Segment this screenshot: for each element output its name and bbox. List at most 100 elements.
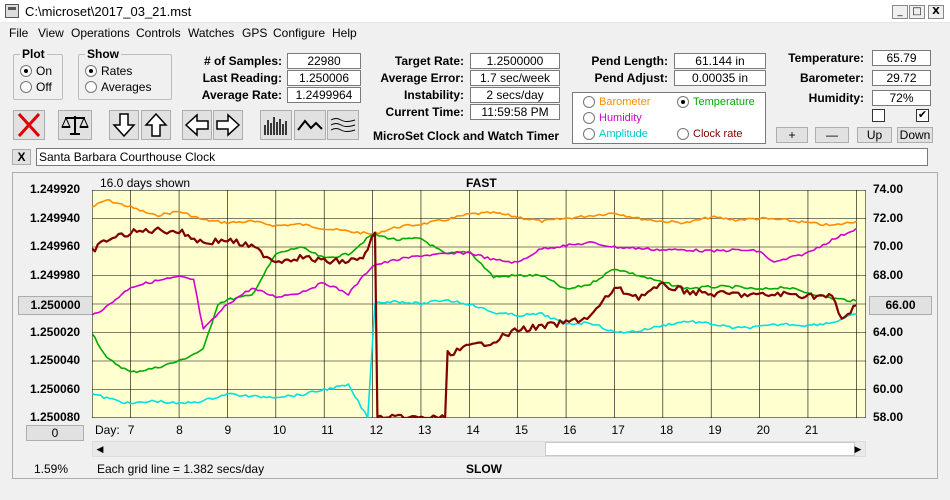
right-axis-tick: 64.00 (873, 324, 904, 339)
series-line-clock-rate (92, 226, 857, 418)
legend-clock-rate[interactable]: Clock rate (677, 128, 743, 140)
samples-value: 22980 (287, 53, 361, 69)
radio-dot (20, 81, 32, 93)
menu-view[interactable]: View (38, 26, 64, 40)
series-legend: Barometer Temperature Humidity Amplitude… (572, 92, 766, 144)
maximize-button[interactable]: □ (909, 5, 925, 19)
last-reading-value: 1.250006 (287, 70, 361, 86)
scroll-down-button[interactable]: Down (897, 127, 933, 143)
barometer-label: Barometer: (799, 71, 864, 85)
legend-barometer-label: Barometer (599, 96, 651, 108)
multi-line-icon (330, 118, 356, 132)
series-line-humidity (92, 227, 857, 330)
menu-gps[interactable]: GPS (242, 26, 268, 40)
day-label: 21 (804, 423, 819, 437)
radio-dot (85, 81, 97, 93)
arrow-down-icon (112, 113, 136, 138)
instability-label: Instability: (403, 88, 464, 102)
balance-scale-icon (61, 116, 89, 135)
scroll-left-arrow-icon[interactable]: ◀ (96, 444, 104, 454)
menu-file[interactable]: File (9, 26, 29, 40)
target-rate-label: Target Rate: (394, 54, 464, 68)
days-shown-label: 16.0 days shown (100, 176, 191, 190)
radio-dot (583, 128, 595, 140)
menu-configure[interactable]: Configure (273, 26, 326, 40)
offset-button[interactable]: 0 (26, 425, 84, 441)
minimize-button[interactable]: _ (892, 5, 908, 19)
radio-dot (583, 96, 595, 108)
average-error-value: 1.7 sec/week (470, 70, 560, 86)
scroll-up-button[interactable]: Up (857, 127, 892, 143)
plot-off-radio[interactable]: Off (20, 80, 52, 94)
arrow-right-button[interactable] (213, 110, 243, 140)
left-checkbox[interactable] (872, 109, 885, 122)
menu-controls[interactable]: Controls (136, 26, 181, 40)
radio-dot (677, 96, 689, 108)
clear-data-button[interactable] (13, 110, 45, 140)
menu-operations[interactable]: Operations (71, 26, 130, 40)
arrow-left-button[interactable] (182, 110, 212, 140)
histogram-button[interactable] (260, 110, 292, 140)
line-graph-icon (297, 119, 323, 131)
legend-humidity[interactable]: Humidity (583, 112, 642, 124)
line-view-button[interactable] (294, 110, 326, 140)
center-rate-button[interactable]: 1.250000 (18, 296, 93, 315)
right-axis-tick: 62.00 (873, 353, 904, 367)
close-button[interactable]: X (928, 5, 944, 19)
day-label: 8 (176, 423, 183, 437)
radio-dot (85, 65, 97, 77)
legend-clock-rate-label: Clock rate (693, 128, 743, 140)
plot-on-radio[interactable]: On (20, 64, 52, 78)
zoom-out-button[interactable]: — (815, 127, 849, 143)
barometer-value: 29.72 (872, 70, 931, 86)
plot-on-label: On (36, 64, 53, 78)
arrow-up-button[interactable] (141, 110, 171, 140)
left-axis-tick: 1.249980 (30, 267, 81, 282)
right-axis-tick: 70.00 (873, 239, 904, 253)
current-time-value: 11:59:58 PM (470, 104, 560, 120)
legend-amplitude[interactable]: Amplitude (583, 128, 648, 140)
menu-bar: File View Operations Controls Watches GP… (0, 23, 950, 43)
legend-temperature-label: Temperature (693, 96, 755, 108)
left-axis-tick: 1.249960 (30, 239, 81, 253)
grid-note: Each grid line = 1.382 secs/day (97, 462, 265, 476)
menu-help[interactable]: Help (332, 26, 357, 40)
right-axis-tick: 60.00 (873, 381, 904, 396)
show-averages-radio[interactable]: Averages (85, 80, 151, 94)
scroll-right-arrow-icon[interactable]: ▶ (854, 444, 862, 454)
average-rate-value: 1.2499964 (287, 87, 361, 103)
multi-line-view-button[interactable] (327, 110, 359, 140)
window-title: C:\microset\2017_03_21.mst (25, 4, 192, 19)
arrow-right-icon (216, 113, 241, 137)
show-rates-label: Rates (101, 64, 133, 78)
current-time-label: Current Time: (385, 105, 464, 119)
samples-label: # of Samples: (203, 54, 282, 68)
humidity-value: 72% (872, 90, 931, 106)
legend-temperature[interactable]: Temperature (677, 96, 755, 108)
menu-watches[interactable]: Watches (188, 26, 235, 40)
radio-dot (677, 128, 689, 140)
day-label: 14 (466, 423, 480, 437)
zoom-in-button[interactable]: + (776, 127, 808, 143)
target-rate-value: 1.2500000 (470, 53, 560, 69)
legend-barometer[interactable]: Barometer (583, 96, 650, 108)
plot-area[interactable] (92, 190, 866, 418)
left-axis-tick: 1.250080 (30, 410, 81, 424)
day-label: 19 (708, 423, 722, 437)
average-rate-label: Average Rate: (201, 88, 282, 102)
app-icon[interactable] (5, 4, 19, 18)
day-label: 16 (563, 423, 577, 437)
day-label: 12 (369, 423, 383, 437)
scrollbar-thumb[interactable] (545, 442, 855, 456)
center-temperature-button[interactable]: 66.00 (869, 296, 932, 315)
pend-length-value: 61.144 in (674, 53, 766, 69)
clear-clock-button[interactable]: X (12, 149, 31, 165)
day-prefix-label: Day: (95, 423, 120, 437)
left-axis-tick: 1.249920 (30, 182, 81, 196)
show-rates-radio[interactable]: Rates (85, 64, 132, 78)
clock-name-field[interactable] (36, 148, 928, 166)
pend-length-label: Pend Length: (591, 54, 668, 68)
balance-button[interactable] (58, 110, 92, 140)
arrow-down-button[interactable] (109, 110, 139, 140)
right-checkbox[interactable]: ✔ (916, 109, 929, 122)
